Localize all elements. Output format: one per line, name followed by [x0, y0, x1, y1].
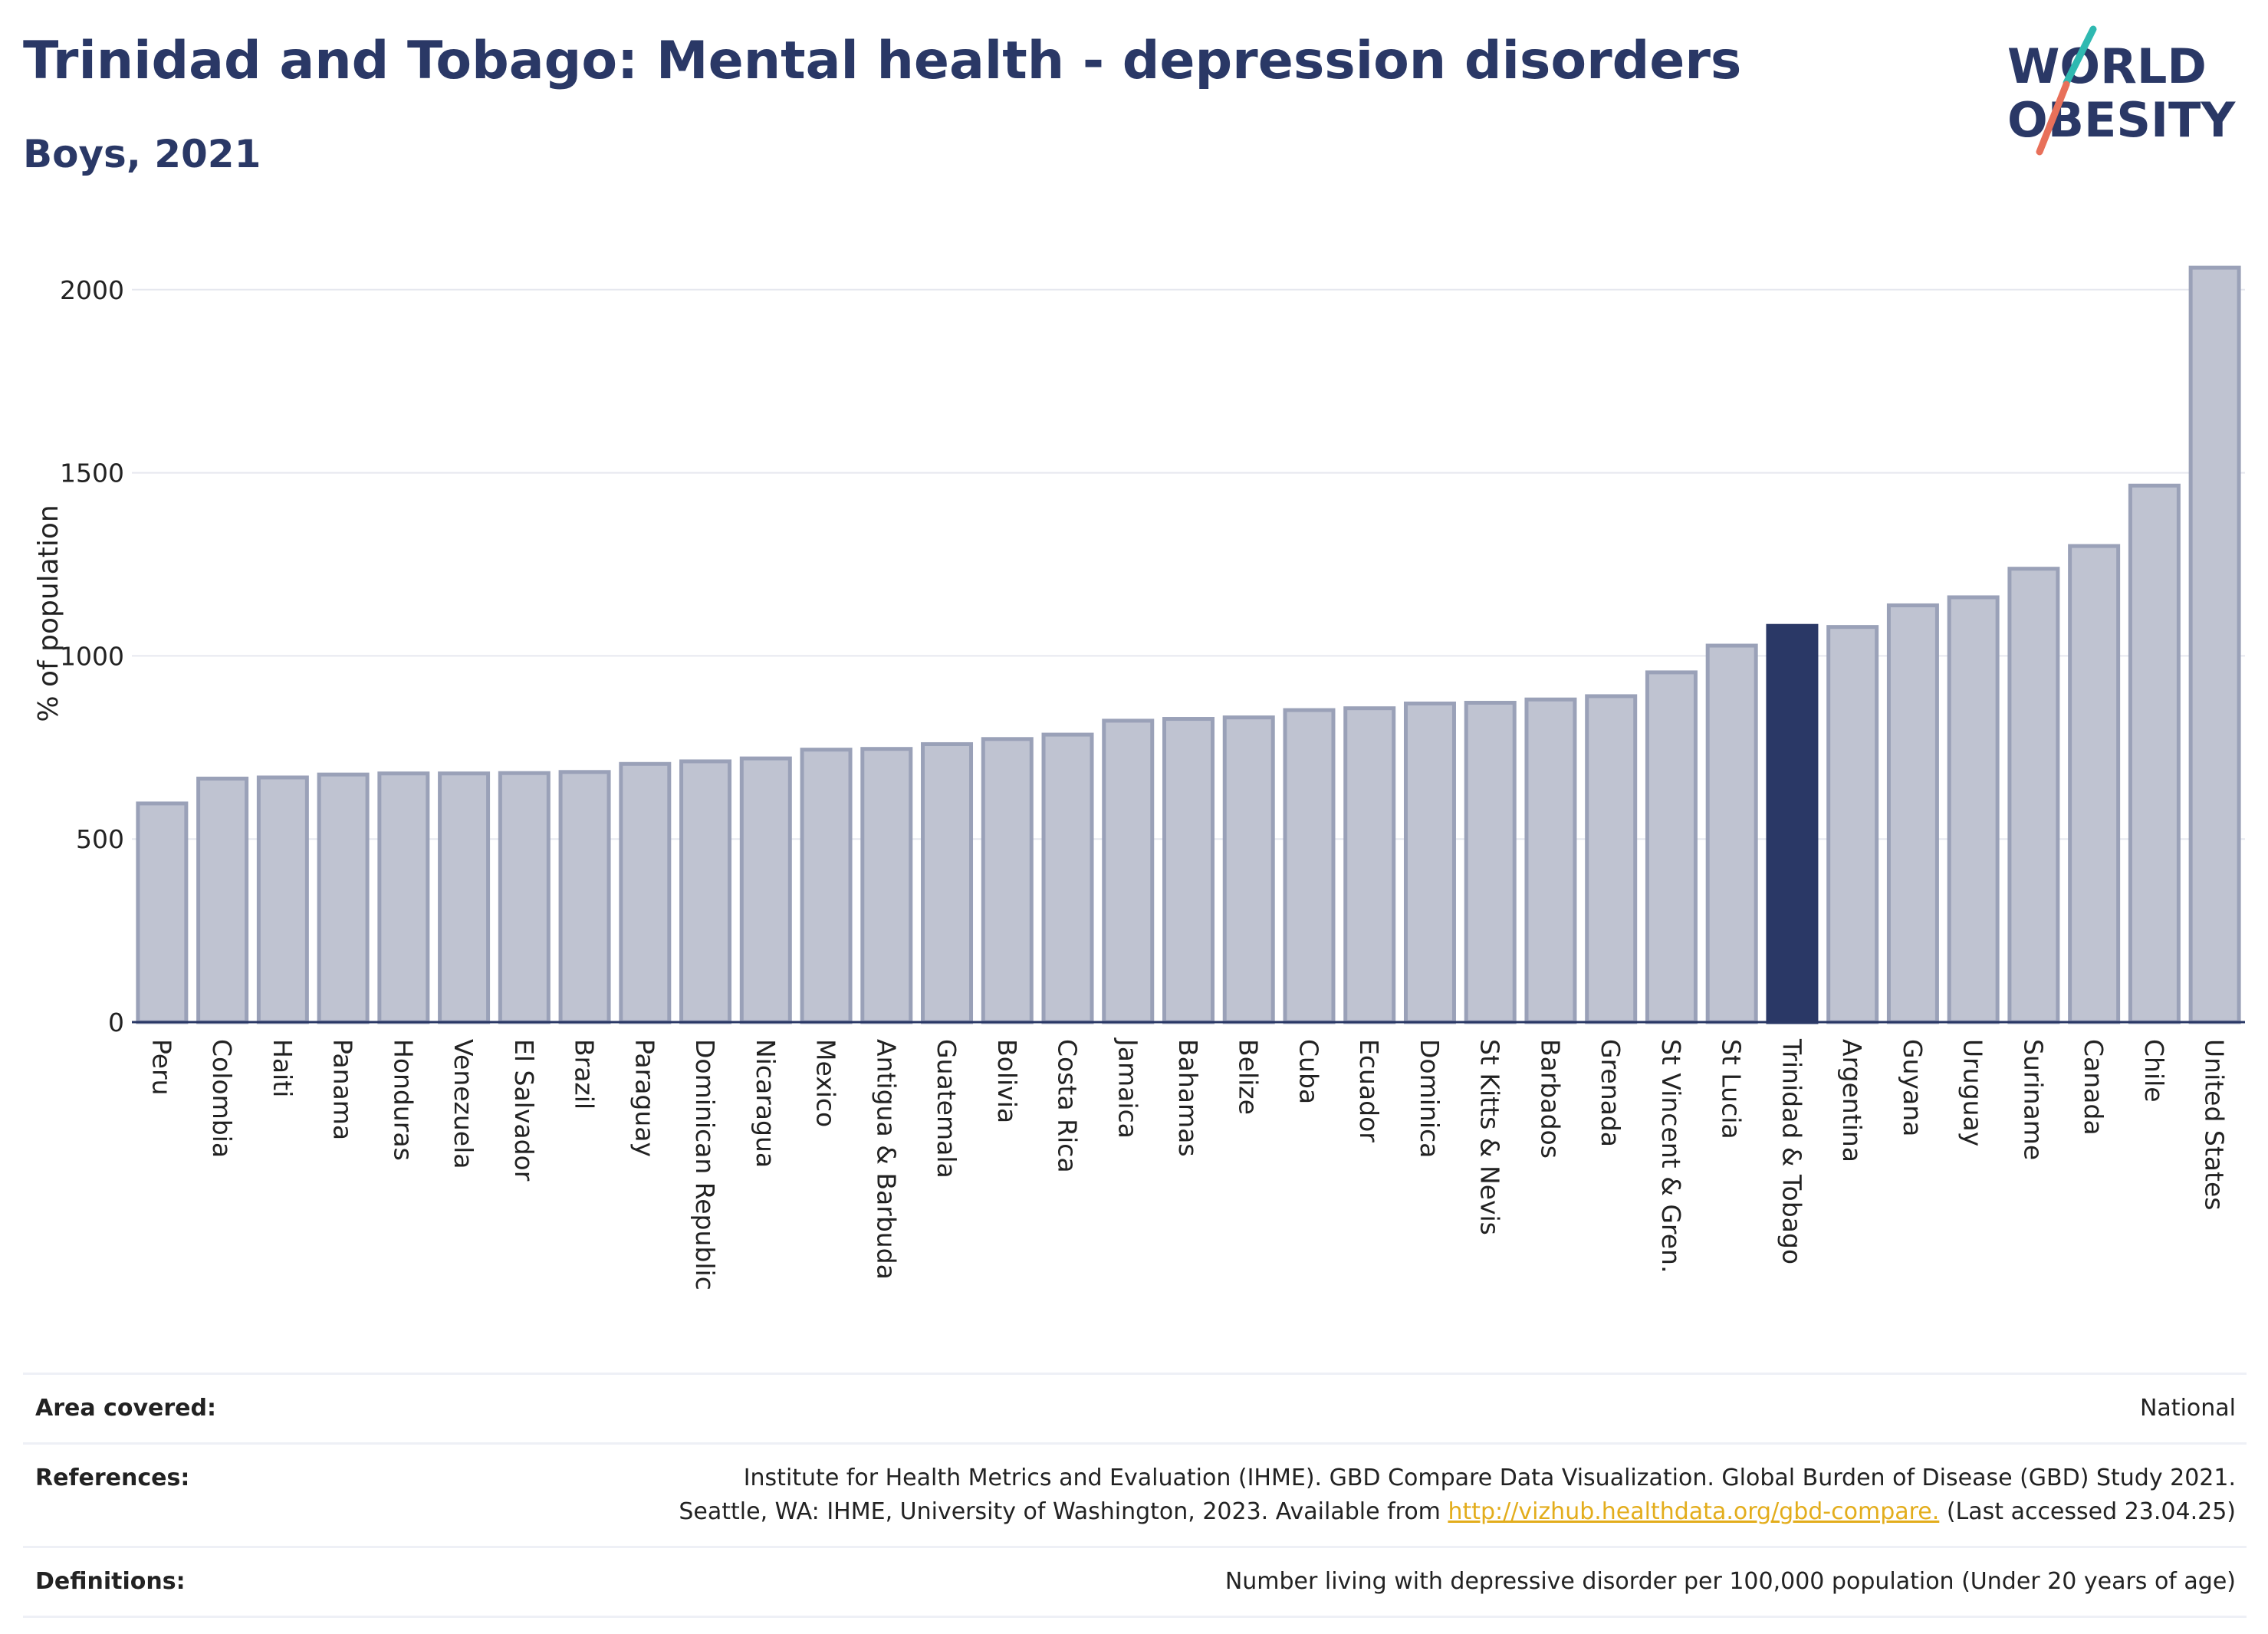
x-tick-label: Suriname — [2018, 1039, 2048, 1160]
x-tick-label: Ecuador — [1354, 1039, 1384, 1142]
x-tick-label: Barbados — [1535, 1039, 1565, 1159]
bar — [1464, 701, 1517, 1024]
bar — [2068, 544, 2121, 1024]
bar — [860, 747, 913, 1024]
bar — [921, 741, 974, 1024]
footer-references-value: Institute for Health Metrics and Evaluat… — [679, 1461, 2236, 1529]
bar — [438, 771, 491, 1024]
references-line-2-start: Seattle, WA: IHME, University of Washing… — [679, 1498, 1448, 1525]
x-tick-label: Trinidad & Tobago — [1777, 1038, 1806, 1264]
footer-row-definitions: Definitions: Number living with depressi… — [23, 1546, 2247, 1618]
x-tick-label: Nicaragua — [751, 1039, 781, 1168]
x-tick-label: Antigua & Barbuda — [871, 1039, 901, 1280]
x-tick-label: Colombia — [207, 1039, 237, 1158]
x-tick-label: Paraguay — [629, 1039, 659, 1157]
bar — [1403, 701, 1456, 1024]
bar — [196, 776, 249, 1024]
x-tick-label: Peru — [146, 1039, 176, 1096]
footer-area-value: National — [2139, 1395, 2236, 1422]
bar — [1645, 670, 1698, 1024]
y-tick-label: 1000 — [60, 641, 124, 671]
bars — [136, 265, 2241, 1024]
footer-definitions-label: Definitions: — [35, 1568, 186, 1595]
footer-references-label: References: — [35, 1465, 190, 1491]
bar — [1343, 706, 1396, 1024]
y-axis-ticks: 0 500 1000 1500 2000 — [60, 275, 124, 1037]
bar — [981, 737, 1034, 1024]
bar — [1705, 643, 1758, 1024]
bar — [317, 772, 370, 1024]
bar — [1041, 732, 1094, 1024]
footer-area-label: Area covered: — [35, 1395, 216, 1422]
x-tick-label: Dominica — [1415, 1039, 1445, 1158]
world-obesity-logo: WORLD OBESITY — [2007, 25, 2236, 156]
bar — [800, 748, 853, 1024]
x-tick-label: Uruguay — [1958, 1039, 1988, 1146]
bar — [1283, 708, 1336, 1024]
bar — [679, 759, 732, 1024]
bar — [1102, 718, 1155, 1024]
footer-row-area: Area covered: National — [23, 1373, 2247, 1442]
bar — [1524, 697, 1577, 1024]
x-tick-label: Dominican Republic — [690, 1039, 720, 1290]
bar — [1947, 595, 2000, 1024]
y-tick-label: 500 — [76, 824, 124, 854]
x-tick-label: Guyana — [1898, 1039, 1928, 1136]
bar-highlight — [1766, 623, 1819, 1024]
x-tick-label: Haiti — [268, 1039, 297, 1097]
bar — [2188, 265, 2241, 1024]
x-tick-label: Bolivia — [992, 1039, 1022, 1123]
chart-title: Trinidad and Tobago: Mental health - dep… — [23, 31, 1742, 91]
x-tick-label: Costa Rica — [1053, 1039, 1083, 1173]
references-link[interactable]: http://vizhub.healthdata.org/gbd-compare… — [1448, 1498, 1940, 1525]
x-tick-label: Honduras — [388, 1039, 418, 1161]
bar — [1826, 625, 1879, 1024]
bar — [2007, 567, 2060, 1024]
bar — [256, 775, 309, 1024]
bar-chart: 0 500 1000 1500 2000 Peru Colombia Haiti Panama… — [33, 265, 2245, 1290]
x-tick-label: Brazil — [570, 1039, 600, 1110]
y-tick-label: 2000 — [60, 275, 124, 305]
x-tick-label: Chile — [2139, 1039, 2169, 1103]
footer-row-references: References: Institute for Health Metrics… — [23, 1442, 2247, 1546]
bar — [136, 801, 189, 1024]
footer-definitions-value: Number living with depressive disorder p… — [1224, 1568, 2236, 1595]
bar — [619, 761, 672, 1024]
y-tick-label: 1500 — [60, 459, 124, 488]
bar — [1222, 715, 1275, 1024]
bar — [1585, 694, 1638, 1024]
bar — [498, 771, 551, 1024]
x-tick-label: Panama — [328, 1039, 358, 1140]
x-tick-label: Cuba — [1293, 1039, 1323, 1104]
x-tick-label: Grenada — [1596, 1039, 1625, 1147]
x-tick-label: Bahamas — [1173, 1039, 1203, 1157]
x-tick-label: El Salvador — [509, 1039, 539, 1182]
references-line-2-end: (Last accessed 23.04.25) — [1939, 1498, 2236, 1525]
x-tick-label: United States — [2200, 1039, 2230, 1210]
x-tick-label: St Lucia — [1717, 1039, 1747, 1139]
x-tick-label: St Vincent & Gren. — [1656, 1039, 1686, 1273]
x-tick-label: Venezuela — [449, 1039, 478, 1169]
y-axis-label: % of population — [33, 505, 64, 722]
bar — [558, 770, 611, 1024]
references-line-1: Institute for Health Metrics and Evaluat… — [743, 1465, 2236, 1491]
svg-text:WORLD: WORLD — [2007, 38, 2207, 94]
x-tick-label: Guatemala — [932, 1039, 961, 1179]
y-tick-label: 0 — [108, 1008, 124, 1037]
footer-table: Area covered: National References: Insti… — [23, 1373, 2247, 1618]
bar — [1886, 603, 1939, 1024]
bar — [739, 756, 792, 1024]
bar — [377, 771, 430, 1024]
bar — [1162, 717, 1215, 1024]
x-tick-label: St Kitts & Nevis — [1475, 1039, 1505, 1235]
bar — [2128, 483, 2181, 1024]
x-tick-label: Mexico — [811, 1039, 841, 1127]
chart-subtitle: Boys, 2021 — [23, 132, 261, 176]
x-axis-labels: Peru Colombia Haiti Panama Honduras Venezuela… — [146, 1037, 2229, 1290]
x-tick-label: Argentina — [1837, 1039, 1867, 1162]
x-tick-label: Canada — [2079, 1039, 2109, 1136]
x-tick-label: Jamaica — [1113, 1037, 1142, 1139]
x-tick-label: Belize — [1234, 1039, 1264, 1115]
